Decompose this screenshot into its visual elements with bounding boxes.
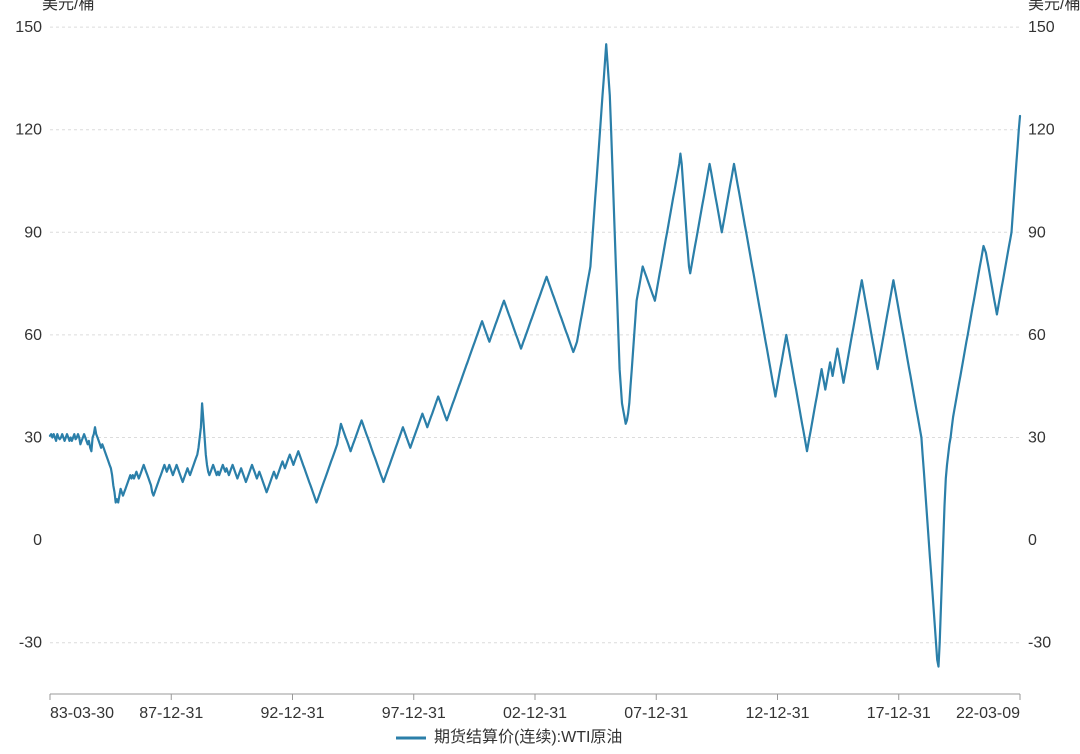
y-tick-right: -30 <box>1028 635 1051 652</box>
y-tick-left: 120 <box>15 122 42 139</box>
y-tick-left: -30 <box>19 635 42 652</box>
y-tick-right: 90 <box>1028 224 1046 241</box>
y-tick-right: 0 <box>1028 532 1037 549</box>
axis-title-right: 美元/桶 <box>1028 0 1080 13</box>
y-tick-right: 60 <box>1028 327 1046 344</box>
x-tick-label: 97-12-31 <box>382 705 446 722</box>
x-tick-label: 12-12-31 <box>745 705 809 722</box>
x-tick-label: 87-12-31 <box>139 705 203 722</box>
x-tick-label: 02-12-31 <box>503 705 567 722</box>
y-tick-left: 90 <box>24 224 42 241</box>
x-tick-label: 92-12-31 <box>260 705 324 722</box>
x-tick-label: 83-03-30 <box>50 705 114 722</box>
legend-swatch <box>396 737 426 740</box>
chart-container: -30-3000303060609090120120150150美元/桶美元/桶… <box>0 0 1080 754</box>
x-tick-label: 22-03-09 <box>956 705 1020 722</box>
y-tick-left: 60 <box>24 327 42 344</box>
y-tick-left: 30 <box>24 430 42 447</box>
y-tick-right: 150 <box>1028 19 1055 36</box>
y-tick-left: 150 <box>15 19 42 36</box>
y-tick-right: 120 <box>1028 122 1055 139</box>
x-tick-label: 17-12-31 <box>867 705 931 722</box>
y-tick-left: 0 <box>33 532 42 549</box>
axis-title-left: 美元/桶 <box>42 0 94 13</box>
chart-bg <box>0 0 1080 754</box>
y-tick-right: 30 <box>1028 430 1046 447</box>
line-chart: -30-3000303060609090120120150150美元/桶美元/桶… <box>0 0 1080 754</box>
x-tick-label: 07-12-31 <box>624 705 688 722</box>
legend-label: 期货结算价(连续):WTI原油 <box>434 727 622 746</box>
